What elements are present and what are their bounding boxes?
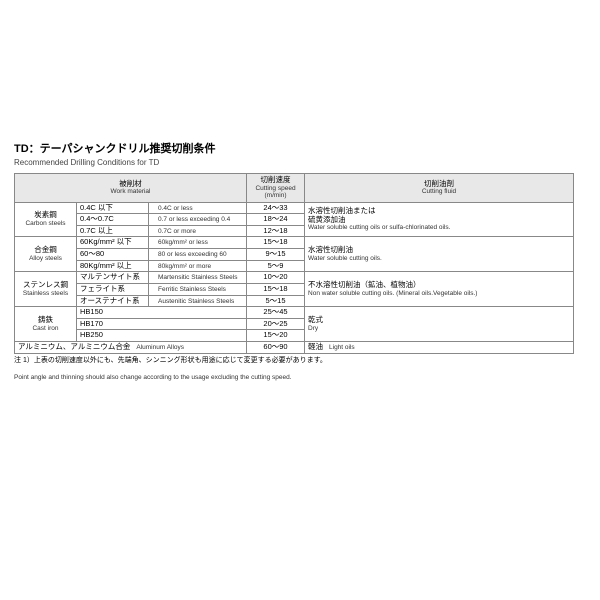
conditions-table: 被削材 Work material 切削速度 Cutting speed (m/… <box>14 173 574 354</box>
fluid-cell: 不水溶性切削油（鉱油、植物油）Non water soluble cutting… <box>305 272 574 307</box>
cat-alloy: 合金鋼Alloy steels <box>15 237 77 272</box>
header-fluid: 切削油剤 Cutting fluid <box>305 174 574 203</box>
cat-carbon: 炭素鋼Carbon steels <box>15 202 77 237</box>
fluid-cell: 軽油Light oils <box>305 342 574 354</box>
cat-aluminum: アルミニウム、アルミニウム合金Aluminum Alloys <box>15 342 247 354</box>
table-row: 0.4C 以下 <box>77 202 149 214</box>
footnote: 注 1）上表の切削速度以外にも、先端角、シンニング形状も用途に応じて変更する必要… <box>14 357 594 383</box>
fluid-cell: 乾式Dry <box>305 307 574 342</box>
cat-cast: 鋳鉄Cast iron <box>15 307 77 342</box>
header-speed: 切削速度 Cutting speed (m/min) <box>247 174 305 203</box>
fluid-cell: 水溶性切削油または 硫黄添加油 Water soluble cutting oi… <box>305 202 574 237</box>
header-material: 被削材 Work material <box>15 174 247 203</box>
fluid-cell: 水溶性切削油Water soluble cutting oils. <box>305 237 574 272</box>
title-jp: TD：テーパシャンクドリル推奨切削条件 <box>14 140 594 156</box>
cat-stainless: ステンレス鋼Stainless steels <box>15 272 77 307</box>
title-en: Recommended Drilling Conditions for TD <box>14 158 594 167</box>
